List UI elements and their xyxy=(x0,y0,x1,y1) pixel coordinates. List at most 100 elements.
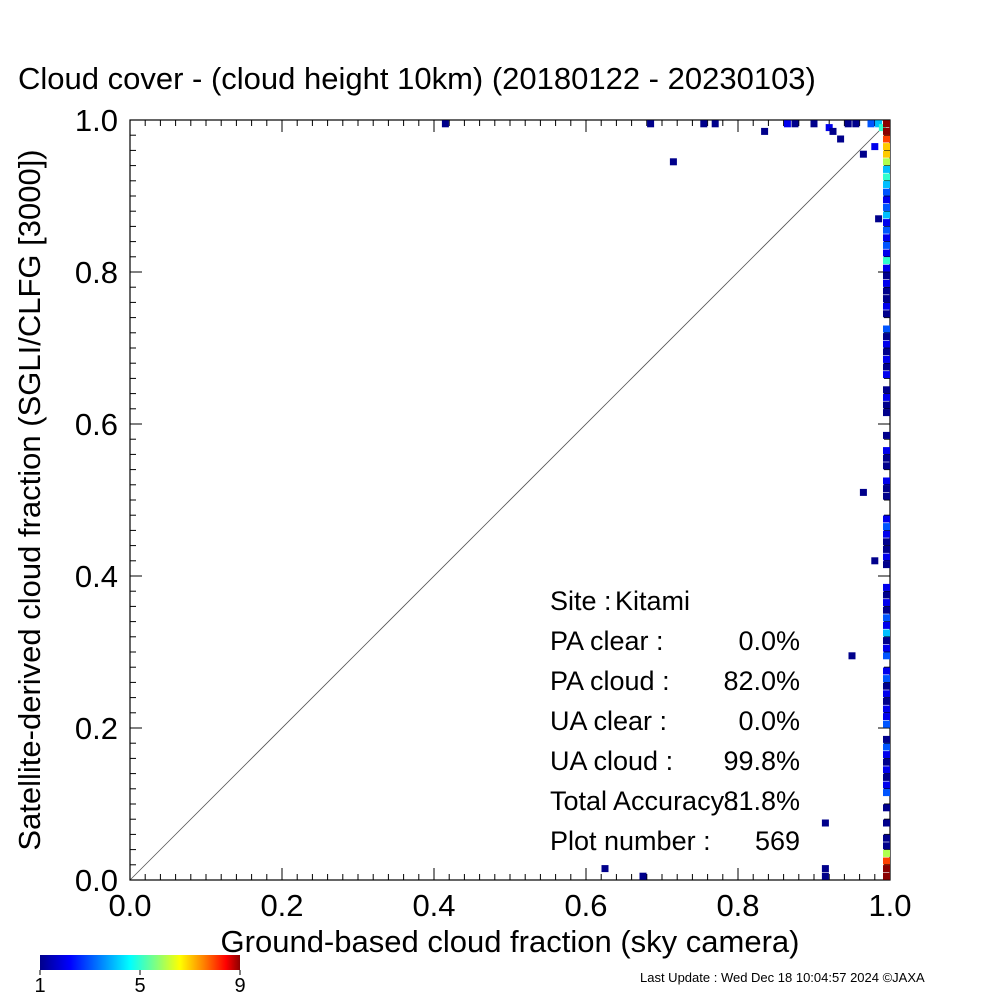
data-point xyxy=(871,143,879,151)
data-point xyxy=(883,257,890,265)
data-point xyxy=(883,530,890,538)
data-point xyxy=(875,120,883,128)
data-point xyxy=(883,690,890,698)
data-point xyxy=(883,477,890,485)
data-point xyxy=(883,348,890,356)
data-point xyxy=(883,363,890,371)
data-point xyxy=(883,857,890,865)
data-point xyxy=(883,773,890,781)
x-tick-label: 0.0 xyxy=(108,888,151,923)
data-point xyxy=(883,614,890,622)
data-point xyxy=(883,637,890,645)
colorbar-tick-label: 9 xyxy=(234,975,245,997)
data-point xyxy=(883,158,890,166)
minor-ticks xyxy=(129,119,891,881)
y-axis-label: Satellite-derived cloud fraction (SGLI/C… xyxy=(12,149,47,850)
stat-label: UA cloud : xyxy=(550,746,673,776)
data-point xyxy=(791,120,799,128)
data-point xyxy=(883,401,890,409)
data-point xyxy=(441,120,449,128)
stat-label: PA clear : xyxy=(550,626,664,656)
data-point xyxy=(883,697,890,705)
y-tick-label: 0.8 xyxy=(75,255,118,290)
data-point xyxy=(883,652,890,660)
stat-value: 0.0% xyxy=(738,626,800,656)
data-point xyxy=(883,173,890,181)
data-point xyxy=(821,819,829,827)
data-point xyxy=(883,872,890,880)
data-point xyxy=(883,751,890,759)
data-point xyxy=(883,226,890,234)
x-tick-label: 0.4 xyxy=(412,888,455,923)
x-tick-label: 0.8 xyxy=(716,888,759,923)
data-point xyxy=(883,196,890,204)
data-point xyxy=(883,295,890,303)
data-point xyxy=(883,553,890,561)
data-point xyxy=(711,120,719,128)
data-point xyxy=(883,819,890,827)
data-point xyxy=(883,834,890,842)
data-point xyxy=(883,234,890,242)
data-point xyxy=(883,447,890,455)
data-point xyxy=(883,150,890,158)
data-point xyxy=(859,150,867,158)
data-point xyxy=(883,865,890,873)
data-point xyxy=(883,249,890,257)
colorbar: 1 5 9 xyxy=(34,955,246,997)
data-point xyxy=(883,675,890,683)
data-point xyxy=(878,124,886,132)
stat-value: 82.0% xyxy=(723,666,800,696)
data-point xyxy=(848,652,856,660)
data-point xyxy=(700,120,708,128)
data-point xyxy=(883,621,890,629)
colorbar-tick-label: 5 xyxy=(134,975,145,997)
diagonal-line xyxy=(129,119,891,881)
stat-value: Kitami xyxy=(615,586,690,616)
data-point xyxy=(867,120,875,128)
y-tick-labels: 0.0 0.2 0.4 0.6 0.8 1.0 xyxy=(75,103,118,898)
y-tick-label: 1.0 xyxy=(75,103,118,138)
data-point xyxy=(883,272,890,280)
data-point xyxy=(883,302,890,310)
data-point xyxy=(883,120,890,128)
data-point xyxy=(852,120,860,128)
data-point xyxy=(829,127,837,135)
x-tick-labels: 0.0 0.2 0.4 0.6 0.8 1.0 xyxy=(108,888,911,923)
data-point xyxy=(883,682,890,690)
data-point xyxy=(883,454,890,462)
data-point xyxy=(859,488,867,496)
data-point xyxy=(883,264,890,272)
data-point xyxy=(883,583,890,591)
data-point xyxy=(883,211,890,219)
data-point xyxy=(883,842,890,850)
stat-label: Plot number : xyxy=(550,826,711,856)
y-tick-label: 0.4 xyxy=(75,559,118,594)
data-point xyxy=(837,135,845,143)
data-point xyxy=(883,781,890,789)
data-point xyxy=(883,188,890,196)
y-tick-label: 0.6 xyxy=(75,407,118,442)
data-point xyxy=(883,165,890,173)
data-point xyxy=(883,766,890,774)
data-point xyxy=(761,127,769,135)
stat-label: UA clear : xyxy=(550,706,667,736)
stat-value: 81.8% xyxy=(723,786,800,816)
plot-area xyxy=(129,119,891,881)
data-point xyxy=(883,545,890,553)
colorbar-gradient xyxy=(40,955,240,970)
data-points xyxy=(441,120,890,880)
data-point xyxy=(883,333,890,341)
chart-title: Cloud cover - (cloud height 10km) (20180… xyxy=(18,61,816,96)
stat-label: Site : xyxy=(550,586,612,616)
data-point xyxy=(883,279,890,287)
data-point xyxy=(883,135,890,143)
data-point xyxy=(883,355,890,363)
data-point xyxy=(883,591,890,599)
x-tick-label: 1.0 xyxy=(868,888,911,923)
data-point xyxy=(647,120,655,128)
data-point xyxy=(883,181,890,189)
stat-value: 569 xyxy=(755,826,800,856)
data-point xyxy=(669,158,677,166)
data-point xyxy=(601,865,609,873)
